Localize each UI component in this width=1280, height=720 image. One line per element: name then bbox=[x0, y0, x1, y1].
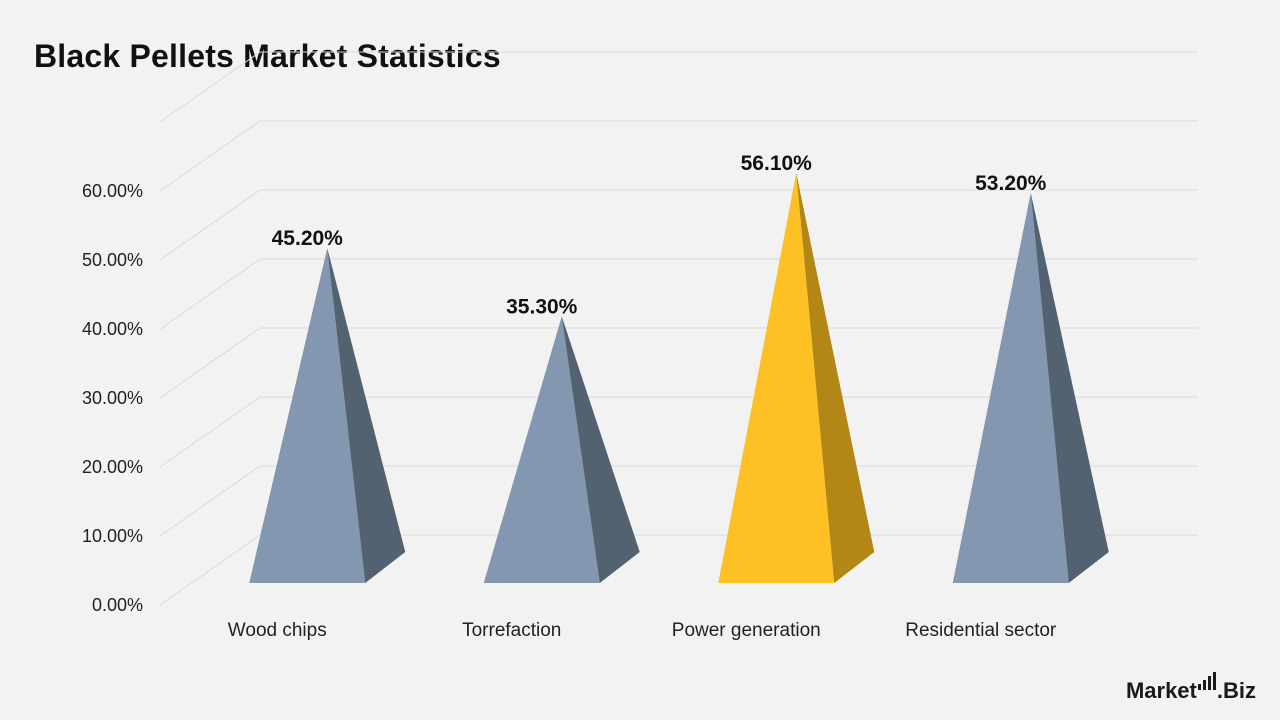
chart-title: Black Pellets Market Statistics bbox=[34, 38, 501, 74]
y-tick-label: 10.00% bbox=[82, 526, 143, 546]
data-label: 56.10% bbox=[741, 152, 813, 175]
y-tick-label: 60.00% bbox=[82, 181, 143, 201]
pyramid-front-face bbox=[249, 248, 366, 583]
x-tick-label: Wood chips bbox=[228, 620, 327, 641]
y-tick-label: 20.00% bbox=[82, 457, 143, 477]
gridline-diagonal bbox=[159, 396, 261, 468]
brand-name-part2: .Biz bbox=[1216, 678, 1256, 703]
gridline-diagonal bbox=[159, 51, 261, 123]
data-label: 53.20% bbox=[975, 172, 1047, 195]
y-tick-label: 50.00% bbox=[82, 250, 143, 270]
gridline-diagonal bbox=[159, 534, 261, 606]
gridline-diagonal bbox=[159, 327, 261, 399]
brand-logo: Market .Biz bbox=[1126, 672, 1256, 704]
bar-chart-icon bbox=[1197, 672, 1216, 690]
pyramid-side-face bbox=[327, 248, 406, 583]
y-tick-label: 0.00% bbox=[92, 595, 143, 615]
y-tick-label: 40.00% bbox=[82, 319, 143, 339]
brand-name-part1: Market bbox=[1125, 678, 1197, 703]
pyramid-front-face bbox=[718, 172, 835, 583]
pyramid-side-face bbox=[561, 316, 640, 583]
pyramid-front-face bbox=[483, 316, 600, 583]
y-tick-label: 30.00% bbox=[82, 388, 143, 408]
data-label: 45.20% bbox=[272, 227, 344, 250]
gridline-diagonal bbox=[159, 258, 261, 330]
x-tick-label: Torrefaction bbox=[462, 620, 561, 641]
pyramid-side-face bbox=[796, 172, 875, 583]
x-tick-label: Power generation bbox=[672, 620, 821, 641]
gridline-diagonal bbox=[159, 120, 261, 192]
gridline-diagonal bbox=[159, 189, 261, 261]
data-label: 35.30% bbox=[506, 295, 578, 318]
x-tick-label: Residential sector bbox=[905, 620, 1057, 641]
pyramid-front-face bbox=[952, 192, 1069, 584]
pyramid-side-face bbox=[1030, 192, 1109, 584]
gridline-diagonal bbox=[159, 465, 261, 537]
